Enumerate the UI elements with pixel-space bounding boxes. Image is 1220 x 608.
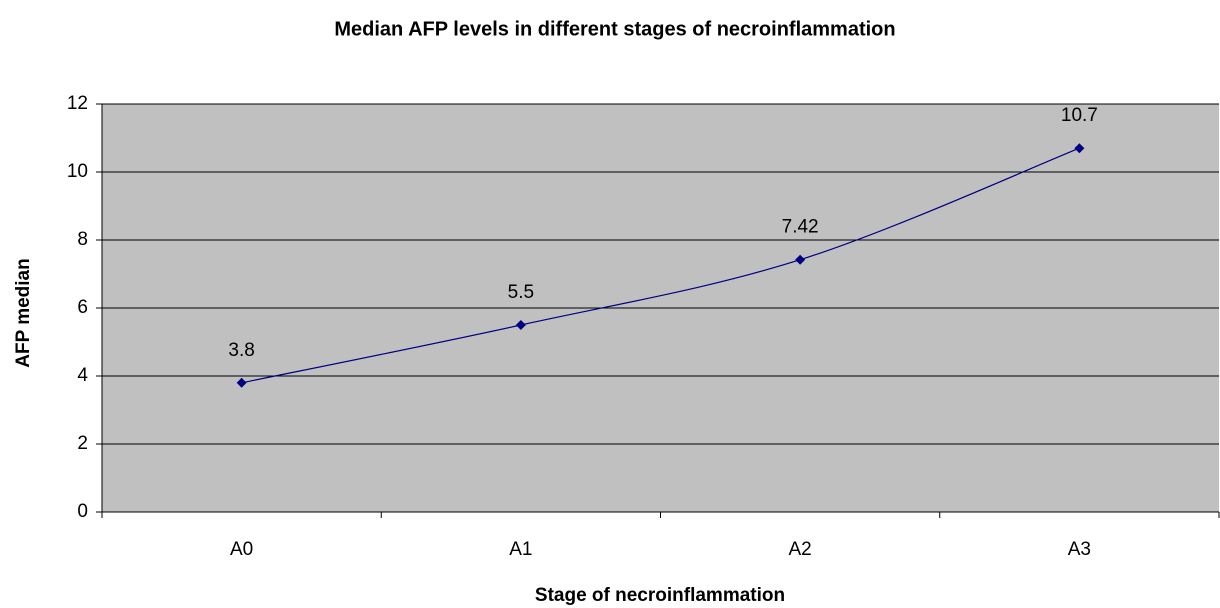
y-tick-label: 6 [77, 297, 88, 318]
chart-title: Median AFP levels in different stages of… [334, 18, 895, 40]
data-point [236, 377, 247, 388]
data-label: 5.5 [508, 282, 534, 303]
y-tick-label: 4 [77, 365, 88, 386]
x-tick-label: A2 [789, 539, 812, 560]
x-tick-label: A0 [230, 539, 253, 560]
y-tick-label: 12 [67, 93, 88, 114]
x-axis-label: Stage of necroinflammation [535, 585, 785, 606]
data-point [515, 320, 526, 330]
data-point [1074, 143, 1085, 154]
y-tick-label: 10 [67, 161, 88, 182]
y-axis-label: AFP median [13, 258, 34, 367]
data-label: 7.42 [782, 217, 819, 238]
x-tick-label: A3 [1068, 539, 1091, 560]
x-tick-label: A1 [509, 539, 532, 560]
y-tick-label: 2 [77, 433, 88, 454]
series-line [241, 147, 1080, 384]
data-label: 3.8 [228, 340, 254, 361]
data-label: 10.7 [1061, 105, 1098, 126]
y-tick-label: 8 [77, 229, 88, 250]
y-tick-label: 0 [77, 501, 88, 522]
data-point [795, 254, 806, 265]
